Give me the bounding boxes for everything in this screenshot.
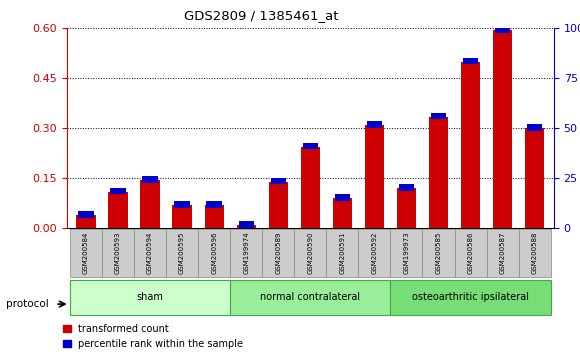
Bar: [399, 184, 414, 191]
Text: GSM200585: GSM200585: [436, 232, 441, 274]
Text: GDS2809 / 1385461_at: GDS2809 / 1385461_at: [184, 9, 338, 22]
Text: GSM200587: GSM200587: [499, 232, 506, 274]
Bar: [108, 192, 128, 228]
Text: GSM200588: GSM200588: [532, 232, 538, 274]
Text: GSM199974: GSM199974: [243, 232, 249, 274]
Bar: [495, 26, 510, 33]
FancyBboxPatch shape: [198, 229, 230, 277]
Bar: [397, 188, 416, 228]
Bar: [429, 117, 448, 228]
FancyBboxPatch shape: [519, 229, 550, 277]
Bar: [303, 143, 318, 149]
FancyBboxPatch shape: [390, 280, 550, 315]
FancyBboxPatch shape: [70, 280, 230, 315]
Bar: [77, 215, 96, 228]
Bar: [365, 125, 384, 228]
Bar: [205, 205, 224, 228]
Bar: [206, 201, 222, 208]
Bar: [493, 30, 512, 228]
Text: osteoarthritic ipsilateral: osteoarthritic ipsilateral: [412, 292, 529, 302]
Bar: [431, 113, 446, 119]
Text: GSM200593: GSM200593: [115, 232, 121, 274]
Text: GSM200594: GSM200594: [147, 232, 153, 274]
Bar: [461, 62, 480, 228]
Bar: [463, 58, 478, 64]
Bar: [172, 205, 192, 228]
FancyBboxPatch shape: [422, 229, 455, 277]
Bar: [78, 211, 93, 218]
Text: protocol: protocol: [6, 299, 49, 309]
Text: GSM200590: GSM200590: [307, 232, 313, 274]
Bar: [527, 124, 542, 131]
Bar: [110, 188, 126, 194]
Bar: [525, 129, 544, 228]
FancyBboxPatch shape: [294, 229, 327, 277]
Bar: [142, 176, 158, 183]
FancyBboxPatch shape: [262, 229, 294, 277]
Text: GSM200592: GSM200592: [371, 232, 378, 274]
FancyBboxPatch shape: [230, 229, 262, 277]
FancyBboxPatch shape: [390, 229, 422, 277]
FancyBboxPatch shape: [487, 229, 519, 277]
Text: GSM200586: GSM200586: [467, 232, 473, 274]
Legend: transformed count, percentile rank within the sample: transformed count, percentile rank withi…: [63, 324, 244, 349]
Bar: [270, 178, 286, 184]
Text: GSM200589: GSM200589: [276, 232, 281, 274]
Text: GSM200596: GSM200596: [211, 232, 217, 274]
Text: sham: sham: [137, 292, 164, 302]
Text: GSM200595: GSM200595: [179, 232, 185, 274]
Text: GSM199973: GSM199973: [404, 232, 409, 274]
Text: GSM200584: GSM200584: [83, 232, 89, 274]
Bar: [333, 198, 352, 228]
Bar: [238, 221, 254, 228]
Text: GSM200591: GSM200591: [339, 232, 345, 274]
Bar: [237, 225, 256, 228]
FancyBboxPatch shape: [358, 229, 390, 277]
Bar: [175, 201, 190, 208]
Bar: [269, 182, 288, 228]
Bar: [367, 121, 382, 128]
Bar: [300, 147, 320, 228]
Bar: [140, 180, 160, 228]
FancyBboxPatch shape: [327, 229, 358, 277]
FancyBboxPatch shape: [102, 229, 134, 277]
Text: normal contralateral: normal contralateral: [260, 292, 360, 302]
FancyBboxPatch shape: [455, 229, 487, 277]
FancyBboxPatch shape: [70, 229, 102, 277]
FancyBboxPatch shape: [166, 229, 198, 277]
Bar: [335, 194, 350, 201]
FancyBboxPatch shape: [134, 229, 166, 277]
FancyBboxPatch shape: [230, 280, 390, 315]
